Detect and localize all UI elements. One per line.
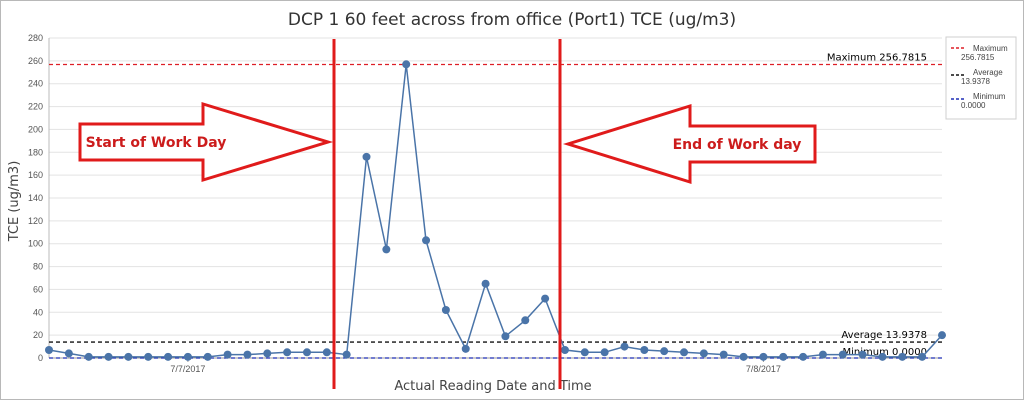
series-group (45, 60, 946, 361)
data-point (918, 352, 927, 361)
data-point (759, 352, 768, 361)
data-point (183, 352, 192, 361)
data-point (402, 60, 411, 69)
y-tick-label: 180 (28, 147, 43, 157)
x-axis-label: Actual Reading Date and Time (394, 379, 591, 394)
data-point (938, 331, 946, 340)
data-point (818, 350, 827, 359)
legend-box (945, 36, 1017, 120)
data-point (243, 350, 252, 359)
data-point (382, 245, 391, 254)
data-point (779, 352, 788, 361)
ref-label-minimum: Minimum 0.0000 (842, 347, 927, 358)
y-tick-label: 120 (28, 216, 43, 226)
data-point (481, 279, 490, 288)
data-point (84, 352, 93, 361)
data-point (322, 348, 331, 357)
y-tick-labels: 0 20 40 60 80 100 120 140 160 180 200 220 240 260 280 (28, 33, 43, 363)
data-point (501, 332, 510, 341)
y-tick-label: 160 (28, 170, 43, 180)
data-point (560, 346, 569, 354)
reference-lines: Maximum 256.7815 Average 13.9378 Minimum 0… (49, 53, 942, 359)
data-point (580, 348, 589, 357)
data-point (283, 348, 292, 357)
y-tick-label: 0 (38, 353, 43, 363)
y-axis-label: TCE (ug/m3) (7, 161, 22, 243)
data-point (302, 348, 311, 357)
data-point (263, 349, 272, 358)
data-point (441, 306, 450, 314)
data-point (144, 352, 153, 361)
start-arrow-shape (78, 101, 334, 183)
data-point (521, 316, 530, 325)
data-point (620, 342, 629, 351)
data-point (600, 348, 609, 357)
legend-avg-text: Average 13.9378 (961, 68, 1003, 86)
data-point (699, 349, 708, 358)
data-point (660, 347, 669, 356)
y-tick-label: 100 (28, 239, 43, 249)
data-point (878, 352, 887, 361)
data-point (64, 349, 73, 358)
data-point (223, 350, 232, 359)
data-point (342, 350, 351, 359)
data-point (422, 236, 431, 245)
x-tick-label: 7/7/2017 (170, 364, 205, 374)
y-tick-label: 140 (28, 193, 43, 203)
start-of-work-label: Start of Work Day (86, 135, 227, 151)
data-point (640, 346, 649, 354)
x-tick-label: 7/8/2017 (746, 364, 781, 374)
ref-label-maximum: Maximum 256.7815 (827, 53, 927, 64)
data-point (898, 352, 907, 361)
legend-min-text: Minimum 0.0000 (961, 92, 1006, 110)
data-point (362, 152, 371, 161)
y-tick-label: 80 (33, 262, 43, 272)
x-tick-labels: 7/7/2017 7/8/2017 (170, 358, 781, 374)
data-point (461, 344, 470, 353)
y-tick-label: 220 (28, 102, 43, 112)
chart-title: DCP 1 60 feet across from office (Port1)… (288, 10, 736, 30)
data-point (799, 352, 808, 361)
data-point (719, 350, 728, 359)
data-point (838, 350, 847, 359)
data-point (680, 348, 689, 357)
end-of-work-label: End of Work day (673, 137, 802, 153)
data-point (104, 352, 113, 361)
data-point (203, 352, 212, 361)
y-tick-label: 200 (28, 124, 43, 134)
ref-label-average: Average 13.9378 (841, 330, 927, 341)
data-point (164, 352, 173, 361)
y-tick-label: 240 (28, 79, 43, 89)
data-point (739, 352, 748, 361)
legend-max-text: Maximum 256.7815 (961, 44, 1008, 62)
series-line (48, 64, 943, 358)
end-arrow-shape (562, 103, 817, 185)
data-point (124, 352, 133, 361)
data-point (858, 350, 867, 359)
grid-lines (49, 37, 942, 336)
y-tick-label: 60 (33, 284, 43, 294)
data-point (45, 346, 53, 354)
data-point (541, 294, 550, 303)
y-tick-label: 20 (33, 330, 43, 340)
y-tick-label: 260 (28, 56, 43, 66)
y-tick-label: 40 (33, 307, 43, 317)
legend: Maximum 256.7815 Average 13.9378 Minimum 0.… (945, 36, 1017, 120)
y-tick-label: 280 (28, 33, 43, 43)
